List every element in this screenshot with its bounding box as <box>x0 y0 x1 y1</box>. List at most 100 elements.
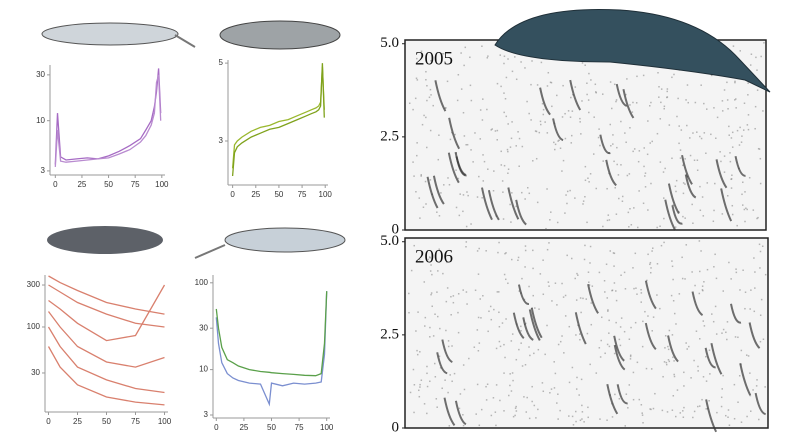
spectrogram-texture <box>672 204 674 206</box>
spectrogram-texture <box>503 111 505 114</box>
spectrogram-texture <box>568 325 571 328</box>
spectrogram-texture <box>721 100 724 102</box>
spectrogram-texture <box>507 150 509 153</box>
spectrogram-texture <box>611 289 613 292</box>
spectrogram-texture <box>485 399 488 401</box>
spectrogram-texture <box>457 177 460 180</box>
x-tick-label: 50 <box>104 180 113 189</box>
spectrogram-texture <box>690 377 692 379</box>
spectrogram-texture <box>419 383 421 386</box>
spectrogram-texture <box>424 180 427 183</box>
spectrogram-texture <box>662 375 664 378</box>
call-streak <box>434 80 447 112</box>
spectrogram-texture <box>671 334 674 336</box>
spectrogram-texture <box>584 64 586 66</box>
spectrogram-texture <box>608 345 611 348</box>
spectrogram-texture <box>549 81 552 84</box>
spectrogram-texture <box>642 202 645 205</box>
spectrogram-texture <box>682 410 684 412</box>
spectrogram-texture <box>457 293 460 295</box>
spectrogram-texture <box>652 407 655 410</box>
spectrogram-texture <box>502 191 504 193</box>
call-streak <box>616 384 628 405</box>
spectrogram-texture <box>521 145 524 148</box>
y-tick-label: 30 <box>199 323 208 332</box>
spectrogram-texture <box>699 185 701 188</box>
spectrogram-texture <box>728 125 730 128</box>
spectrogram-texture <box>517 131 519 133</box>
spectrogram-texture <box>734 99 736 101</box>
spectrogram-texture <box>716 116 719 119</box>
spectrogram-texture <box>658 96 660 98</box>
x-tick-label: 75 <box>131 417 140 426</box>
call-streak <box>720 188 733 222</box>
spectrogram-texture <box>533 352 535 355</box>
spectrogram-texture <box>632 371 635 374</box>
spectrogram-texture <box>428 256 431 258</box>
spectrogram-texture <box>462 424 465 427</box>
spectrogram-texture <box>446 261 448 264</box>
spectrogram-texture <box>425 203 427 205</box>
spectrogram-texture <box>656 132 659 135</box>
spectrogram-texture <box>497 251 499 254</box>
spectrogram-texture <box>743 102 746 105</box>
spectrogram-texture <box>408 102 411 105</box>
spectrogram-texture <box>511 258 513 261</box>
spectrogram-texture <box>671 76 673 79</box>
spectrogram-texture <box>581 418 583 420</box>
call-streak <box>748 322 761 349</box>
spectrogram-texture <box>571 415 574 418</box>
spectrogram-texture <box>606 343 609 346</box>
spectrogram-texture <box>714 182 716 185</box>
spectrogram-texture <box>750 289 752 291</box>
spectrogram-texture <box>418 395 421 398</box>
spectrogram-texture <box>597 136 600 139</box>
spectrogram-texture <box>479 138 482 140</box>
spectrogram-texture <box>649 263 651 266</box>
spectrogram-texture <box>683 385 685 387</box>
spectrogram-texture <box>756 217 758 220</box>
spectrogram-texture <box>436 211 438 213</box>
spectrogram-texture <box>469 84 472 87</box>
spectrogram-texture <box>496 139 498 141</box>
spectrogram-texture <box>565 194 567 196</box>
spectrogram-texture <box>702 376 705 378</box>
spectrogram-texture <box>413 244 415 247</box>
call-streak <box>441 339 453 364</box>
call-streak <box>754 392 766 416</box>
spectrogram-texture <box>442 53 445 55</box>
spectrogram-texture <box>509 146 512 148</box>
spectrogram-texture <box>562 159 565 162</box>
spectrogram-texture <box>559 340 562 343</box>
spectrogram-texture <box>724 414 727 417</box>
spectrogram-texture <box>430 293 432 296</box>
spectrogram-texture <box>436 291 438 293</box>
spectrogram-texture <box>590 323 593 326</box>
spectrogram-texture <box>697 405 699 408</box>
spectrogram-texture <box>505 278 507 281</box>
spectrogram-texture <box>709 373 711 375</box>
spectrogram-texture <box>616 146 618 149</box>
spectrogram-texture <box>562 84 564 87</box>
spectrogram-texture <box>428 96 431 99</box>
spectrogram-texture <box>587 416 589 419</box>
spectrogram-texture <box>700 250 702 252</box>
y-tick-label: 300 <box>27 280 41 289</box>
call-streak <box>528 309 541 341</box>
spectrogram-texture <box>476 383 479 386</box>
spectrogram-texture <box>687 101 690 104</box>
spectrogram-texture <box>686 348 688 350</box>
spectrogram-texture <box>708 399 710 402</box>
spectrogram-texture <box>696 131 698 133</box>
spectrogram-texture <box>511 333 514 335</box>
spectrogram-texture <box>636 75 638 78</box>
spectrogram-texture <box>575 334 577 336</box>
spectrogram-texture <box>712 220 715 223</box>
spectrogram-texture <box>491 128 493 130</box>
spectrogram-texture <box>698 405 701 407</box>
spectrogram-texture <box>684 217 686 219</box>
x-tick-label: 100 <box>319 190 333 199</box>
spectrogram-texture <box>632 398 635 401</box>
spectrogram-texture <box>699 270 701 273</box>
spectrogram-texture <box>561 116 564 118</box>
